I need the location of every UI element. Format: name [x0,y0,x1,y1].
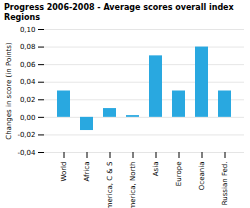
svg-text:0,10: 0,10 [20,26,36,34]
svg-text:0,04: 0,04 [20,79,36,87]
svg-text:World: World [60,162,68,182]
svg-text:-0,04: -0,04 [17,149,36,157]
svg-text:Changes in score (in Points): Changes in score (in Points) [5,42,13,140]
svg-text:0,02: 0,02 [20,96,36,104]
svg-text:-0,02: -0,02 [17,131,35,139]
svg-text:America, North: America, North [129,162,137,208]
svg-text:Russian Fed.: Russian Fed. [221,162,229,206]
svg-text:America, C & S: America, C & S [106,161,114,208]
svg-text:0,00: 0,00 [20,114,36,122]
svg-text:0,06: 0,06 [20,61,36,69]
svg-text:Oceania: Oceania [198,162,206,191]
svg-text:Africa: Africa [83,162,91,182]
svg-text:0,08: 0,08 [20,43,36,51]
svg-text:Asia: Asia [152,162,160,177]
html-text:Progress 2006-2008 - Average s: Progress 2006-2008 - Average scores over… [4,3,234,22]
svg-text:Europe: Europe [175,162,183,187]
